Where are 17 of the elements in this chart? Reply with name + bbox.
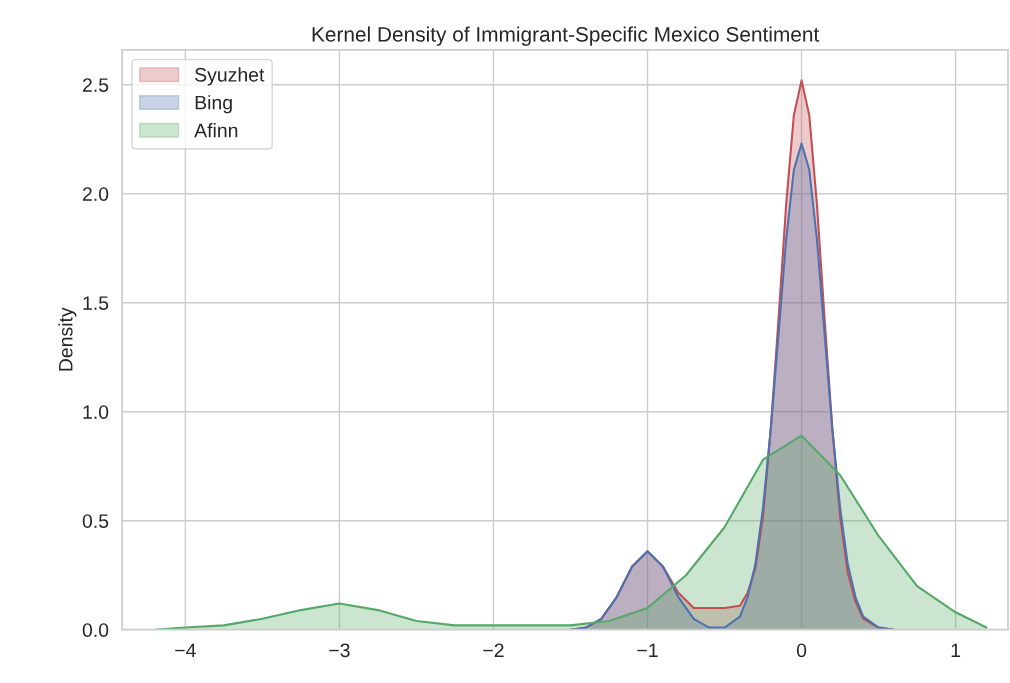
- y-tick-label: 2.0: [82, 187, 109, 201]
- y-tick-label: 1.0: [83, 405, 109, 419]
- chart-title: Kernel Density of Immigrant-Specific Mexico Sentiment: [312, 26, 820, 46]
- x-tick-label: −2: [483, 643, 504, 658]
- y-axis-title: Density: [58, 307, 77, 371]
- x-tick-label: 1: [951, 643, 961, 658]
- y-tick-label: 0.0: [82, 623, 109, 637]
- x-tick-label: −3: [329, 643, 350, 658]
- y-tick-label: 0.5: [82, 514, 109, 528]
- y-tick-label: 1.5: [83, 296, 109, 310]
- legend-label: Afinn: [194, 123, 238, 138]
- x-tick-label: −4: [175, 643, 196, 658]
- y-tick-label: 2.5: [82, 78, 109, 92]
- x-tick-label: −1: [637, 643, 658, 658]
- legend-label: Bing: [195, 95, 232, 114]
- legend-label: Syuzhet: [195, 67, 265, 86]
- x-tick-label: 0: [796, 643, 807, 658]
